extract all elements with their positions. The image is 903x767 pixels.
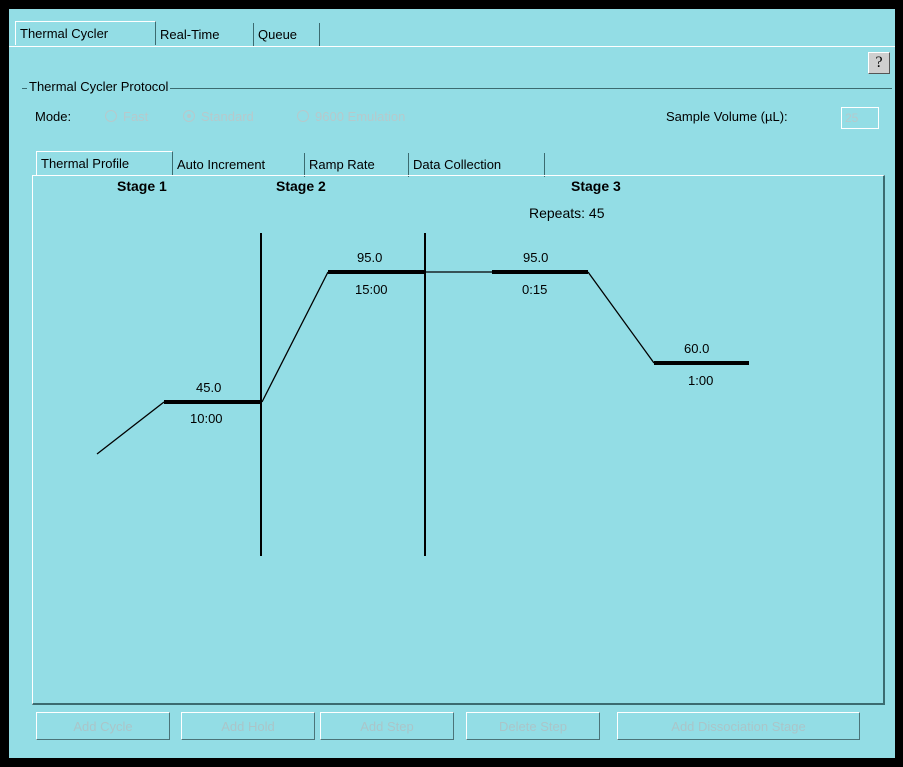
thermal-profile-panel (32, 175, 885, 705)
step3-time[interactable]: 0:15 (522, 282, 548, 297)
step2-time[interactable]: 15:00 (355, 282, 388, 297)
radio-9600-emulation[interactable] (297, 110, 309, 122)
stage-3-label: Stage 3 (571, 178, 621, 194)
mode-label: Mode: (35, 109, 72, 124)
sample-volume-label: Sample Volume (µL): (666, 109, 788, 124)
subtab-thermal-profile[interactable]: Thermal Profile (36, 151, 173, 175)
stage-1-label: Stage 1 (117, 178, 167, 194)
help-button[interactable]: ? (868, 52, 890, 74)
subtab-auto-increment[interactable]: Auto Increment (173, 153, 305, 177)
stage-2-label: Stage 2 (276, 178, 326, 194)
ramp-line (96, 401, 165, 455)
group-title: Thermal Cycler Protocol (27, 79, 171, 94)
tab-queue[interactable]: Queue (254, 23, 320, 47)
subtab-data-collection[interactable]: Data Collection (409, 153, 545, 177)
sample-volume-input[interactable]: 25 (841, 107, 879, 129)
step2-temp[interactable]: 95.0 (357, 250, 383, 265)
thermal-cycler-window: Thermal Cycler Real-Time Queue ? Thermal… (9, 9, 895, 758)
tab-thermal-cycler[interactable]: Thermal Cycler (15, 21, 156, 45)
radio-fast[interactable] (105, 110, 117, 122)
add-cycle-button[interactable]: Add Cycle (36, 712, 170, 740)
radio-9600-label: 9600 Emulation (315, 109, 406, 124)
ramp-line (261, 271, 329, 403)
radio-standard[interactable] (183, 110, 195, 122)
step4-time[interactable]: 1:00 (688, 373, 714, 388)
step3-temp[interactable]: 95.0 (523, 250, 549, 265)
add-dissociation-stage-button[interactable]: Add Dissociation Stage (617, 712, 860, 740)
subtab-ramp-rate[interactable]: Ramp Rate (305, 153, 409, 177)
group-border (22, 88, 892, 90)
step1-temp[interactable]: 45.0 (196, 380, 222, 395)
tab-real-time[interactable]: Real-Time (156, 23, 254, 47)
step4-temp[interactable]: 60.0 (684, 341, 710, 356)
radio-standard-label: Standard (201, 109, 254, 124)
add-step-button[interactable]: Add Step (320, 712, 454, 740)
add-hold-button[interactable]: Add Hold (181, 712, 315, 740)
tab-divider (9, 46, 895, 47)
radio-fast-label: Fast (123, 109, 149, 124)
ramp-line (587, 271, 655, 364)
repeats-label: Repeats: 45 (529, 205, 605, 221)
delete-step-button[interactable]: Delete Step (466, 712, 600, 740)
step1-time[interactable]: 10:00 (190, 411, 223, 426)
